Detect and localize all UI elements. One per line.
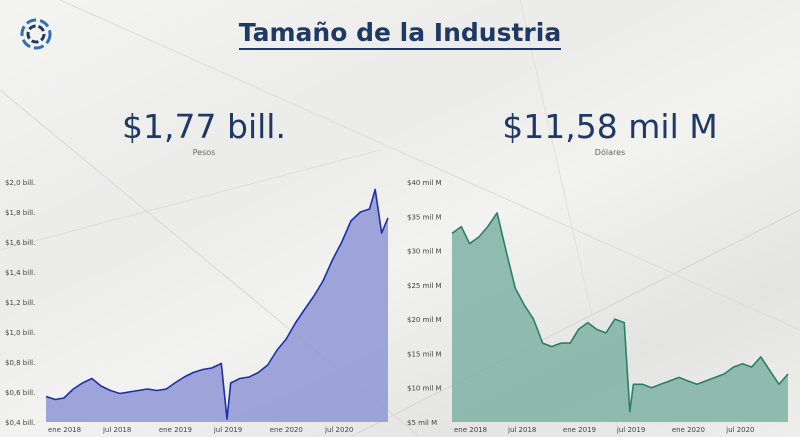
dollars-series-line — [451, 212, 789, 413]
chart-pesos: $0,4 bill. $0,6 bill. $0,8 bill. $1,0 bill.… — [5, 179, 389, 434]
pesos-y-tick-label: $0,6 bill. — [5, 389, 35, 397]
dollars-x-tick-label: ene 2018 — [454, 426, 487, 434]
kpi-pesos-label: Pesos — [192, 148, 216, 157]
pesos-x-tick-label: ene 2018 — [48, 426, 81, 434]
dollars-x-tick-label: jul 2018 — [507, 426, 536, 434]
circular-swirl-logo-icon — [20, 18, 52, 50]
dollars-y-tick-label: $10 mil M — [407, 385, 442, 393]
kpi-pesos-value: $1,77 bill. — [122, 107, 286, 146]
pesos-y-tick-label: $1,8 bill. — [5, 209, 35, 217]
pesos-x-tick-label: ene 2019 — [159, 426, 192, 434]
kpi-dollars-label: Dólares — [594, 148, 626, 157]
pesos-y-tick-label: $1,4 bill. — [5, 269, 35, 277]
dollars-y-tick-label: $25 mil M — [407, 282, 442, 290]
dollars-x-tick-label: ene 2019 — [563, 426, 596, 434]
pesos-x-tick-label: jul 2019 — [213, 426, 242, 434]
pesos-y-tick-label: $1,0 bill. — [5, 329, 35, 337]
pesos-y-tick-label: $1,2 bill. — [5, 299, 35, 307]
pesos-x-tick-label: ene 2020 — [270, 426, 303, 434]
pesos-series-line — [45, 188, 389, 420]
dollars-y-tick-label: $35 mil M — [407, 213, 442, 221]
dollars-y-tick-label: $15 mil M — [407, 350, 442, 358]
pesos-area-fill — [46, 189, 388, 422]
dollars-area-fill — [452, 212, 788, 422]
pesos-y-tick-label: $1,6 bill. — [5, 239, 35, 247]
kpi-pesos: $1,77 bill. Pesos — [54, 107, 354, 158]
kpi-dollars-value: $11,58 mil M — [502, 107, 718, 146]
chart-dollars: $5 mil M $10 mil M $15 mil M $20 mil M $25 m… — [407, 179, 789, 434]
dollars-y-tick-label: $40 mil M — [407, 179, 442, 187]
pesos-y-tick-label: $0,4 bill. — [5, 419, 35, 427]
dollars-x-tick-label: ene 2020 — [672, 426, 705, 434]
page-title: Tamaño de la Industria — [0, 18, 800, 50]
pesos-y-tick-label: $0,8 bill. — [5, 359, 35, 367]
dollars-x-tick-label: jul 2019 — [616, 426, 645, 434]
dollars-y-tick-label: $30 mil M — [407, 248, 442, 256]
dollars-y-tick-label: $20 mil M — [407, 316, 442, 324]
pesos-y-tick-label: $2,0 bill. — [5, 179, 35, 187]
pesos-x-tick-label: jul 2020 — [324, 426, 353, 434]
pesos-x-tick-label: jul 2018 — [102, 426, 131, 434]
kpi-dollars: $11,58 mil M Dólares — [460, 107, 760, 158]
dollars-y-tick-label: $5 mil M — [407, 419, 437, 427]
dollars-x-tick-label: jul 2020 — [725, 426, 754, 434]
